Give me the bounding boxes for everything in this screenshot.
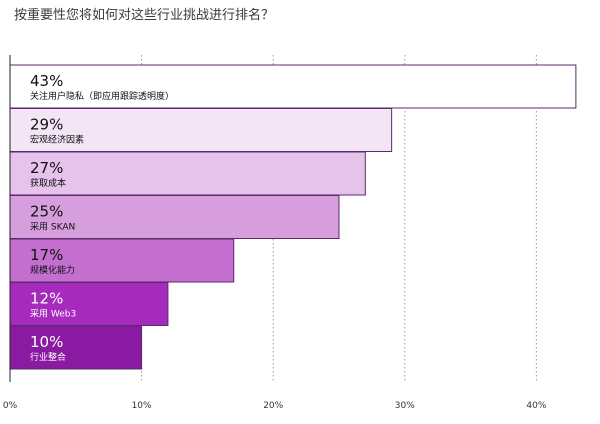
bar-category-label-3: 采用 SKAN xyxy=(30,222,75,233)
bar-group-5: 12%采用 Web3 xyxy=(9,282,169,326)
bar-category-label-2: 获取成本 xyxy=(30,177,66,189)
bar-2 xyxy=(9,151,366,196)
bar-group-2: 27%获取成本 xyxy=(9,151,366,196)
bar-group-4: 17%规模化能力 xyxy=(9,238,235,283)
chart-title: 按重要性您将如何对这些行业挑战进行排名？ xyxy=(14,8,275,23)
bar-category-label-5: 采用 Web3 xyxy=(30,309,76,320)
bar-group-1: 29%宏观经济因素 xyxy=(9,108,393,152)
bar-value-label-3: 25% xyxy=(30,203,63,221)
axis: 0% 10% 20% 30% 40% xyxy=(3,55,547,411)
bar-value-label-6: 10% xyxy=(30,333,63,351)
x-tick-label-0: 0% xyxy=(3,401,18,411)
bar-group-6: 10%行业整合 xyxy=(9,325,143,370)
bar-category-label-1: 宏观经济因素 xyxy=(30,134,84,146)
bar-0 xyxy=(9,64,577,109)
bar-value-label-1: 29% xyxy=(30,116,63,134)
bar-category-label-0: 关注用户隐私（即应用跟踪透明度） xyxy=(30,90,174,102)
bar-value-label-0: 43% xyxy=(30,72,63,90)
bar-group-0: 43%关注用户隐私（即应用跟踪透明度） xyxy=(9,64,577,109)
bar-6 xyxy=(9,325,143,370)
bar-value-label-2: 27% xyxy=(30,159,63,177)
bar-value-label-4: 17% xyxy=(30,246,63,264)
bars: 43%关注用户隐私（即应用跟踪透明度）29%宏观经济因素27%获取成本25%采用… xyxy=(9,64,577,370)
x-tick-label-30: 30% xyxy=(395,401,415,411)
bar-1 xyxy=(9,108,393,152)
bar-category-label-6: 行业整合 xyxy=(30,351,66,363)
bar-group-3: 25%采用 SKAN xyxy=(9,195,340,239)
x-tick-label-10: 10% xyxy=(132,401,152,411)
bar-value-label-5: 12% xyxy=(30,290,63,308)
x-tick-label-40: 40% xyxy=(526,401,546,411)
x-tick-label-20: 20% xyxy=(263,401,283,411)
bar-category-label-4: 规模化能力 xyxy=(30,264,75,276)
